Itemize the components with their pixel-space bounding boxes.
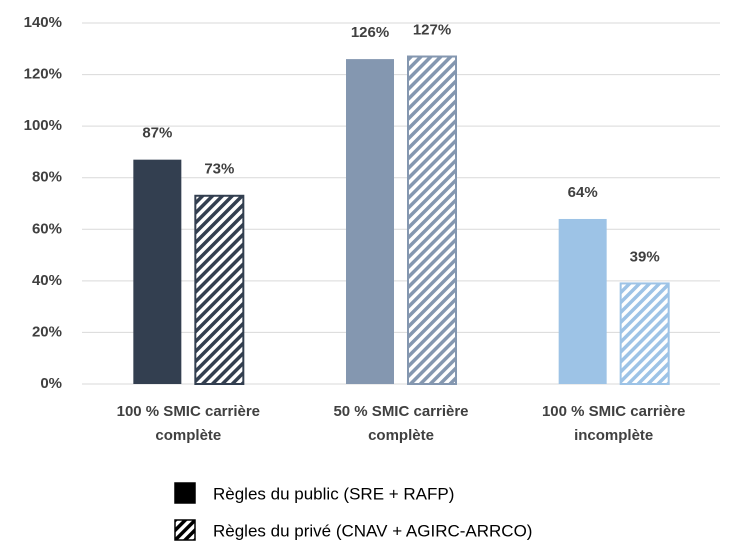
y-tick-label: 0% [40,375,62,392]
y-tick-label: 100% [24,117,62,134]
bar [133,159,182,384]
x-tick-label: 50 % SMIC carrière complète [333,403,469,444]
legend-swatch [174,482,196,504]
data-label: 87% [142,125,172,142]
data-label: 64% [568,184,598,201]
data-label: 73% [204,161,234,178]
y-tick-label: 120% [24,66,62,83]
data-label: 126% [351,24,389,41]
y-tick-label: 20% [32,323,62,340]
y-tick-label: 80% [32,169,62,186]
y-tick-label: 40% [32,272,62,289]
bar [194,194,245,385]
legend-swatch [174,519,196,541]
legend-label: Règles du public (SRE + RAFP) [213,484,454,503]
bar [619,282,670,385]
bar [558,218,607,384]
x-tick-label: 100 % SMIC carrière incomplète [541,403,686,444]
y-tick-label: 140% [24,14,62,31]
y-tick-label: 60% [32,220,62,237]
data-label: 39% [630,248,660,265]
x-tick-label: 100 % SMIC carrière complète [116,403,261,444]
data-label: 127% [413,21,451,38]
bar [346,59,394,384]
legend-label: Règles du privé (CNAV + AGIRC-ARRCO) [213,521,532,540]
bar [407,55,457,386]
